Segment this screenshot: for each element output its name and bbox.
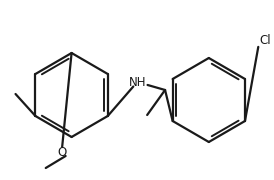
Text: NH: NH [129, 75, 146, 89]
Text: Cl: Cl [259, 33, 271, 46]
Text: O: O [57, 145, 66, 159]
